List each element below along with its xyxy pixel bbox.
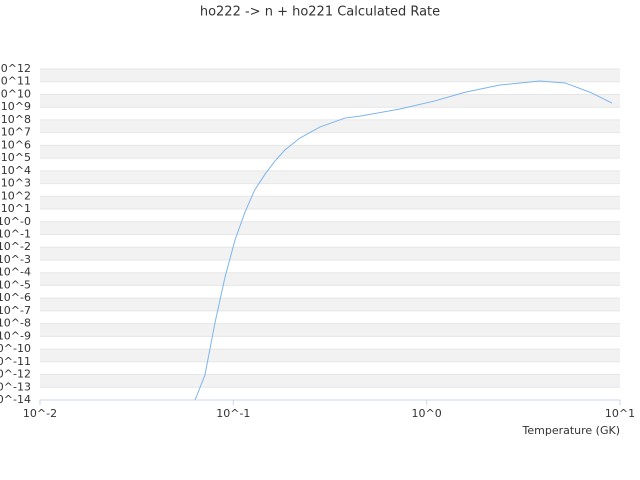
y-tick-label: 10^1 — [1, 202, 31, 215]
grid-band — [40, 69, 620, 82]
grid-band — [40, 298, 620, 311]
grid-band — [40, 374, 620, 388]
grid-band — [40, 196, 620, 210]
data-line — [194, 80, 613, 401]
y-tick-label: 10^-5 — [0, 278, 31, 291]
x-tick-label: 10^0 — [412, 407, 442, 420]
y-tick-label: 10^-4 — [0, 266, 31, 279]
y-tick-label: 10^-0 — [0, 215, 31, 228]
y-tick-label: 10^-10 — [0, 342, 31, 355]
grid-band — [40, 323, 620, 337]
y-tick-label: 10^-3 — [0, 253, 31, 266]
grid-band — [40, 349, 620, 362]
grid-band — [40, 272, 620, 286]
y-tick-label: 10^-7 — [0, 304, 31, 317]
y-tick-label: 10^-1 — [0, 228, 31, 241]
x-axis-label: Temperature (GK) — [522, 424, 621, 437]
y-tick-label: 10^4 — [1, 164, 31, 177]
y-tick-label: 10^2 — [1, 189, 31, 202]
grid-band — [40, 221, 620, 235]
y-tick-label: 10^11 — [0, 75, 31, 88]
y-tick-label: 10^6 — [1, 138, 31, 151]
y-tick-label: 10^9 — [1, 100, 31, 113]
y-tick-label: 10^10 — [0, 87, 31, 100]
grid-band — [40, 94, 620, 108]
y-tick-label: 10^5 — [1, 151, 31, 164]
y-tick-label: 10^-9 — [0, 329, 31, 342]
y-tick-label: 10^-12 — [0, 368, 31, 381]
y-tick-label: 10^3 — [1, 177, 31, 190]
y-tick-label: 10^-8 — [0, 317, 31, 330]
grid-band — [40, 170, 620, 184]
chart-title: ho222 -> n + ho221 Calculated Rate — [200, 5, 440, 20]
y-tick-label: 10^-2 — [0, 240, 31, 253]
y-tick-label: 10^-14 — [0, 393, 31, 406]
y-tick-label: 10^7 — [1, 126, 31, 139]
y-tick-label: 10^8 — [1, 113, 31, 126]
x-tick-label: 10^-1 — [216, 407, 250, 420]
grid-band — [40, 145, 620, 159]
y-tick-label: 10^-6 — [0, 291, 31, 304]
x-tick-label: 10^1 — [605, 407, 635, 420]
grid-band — [40, 247, 620, 260]
grid-band — [40, 119, 620, 133]
y-tick-label: 10^12 — [0, 62, 31, 75]
x-tick-label: 10^-2 — [23, 407, 57, 420]
y-tick-label: 10^-11 — [0, 355, 31, 368]
y-tick-label: 10^-13 — [0, 380, 31, 393]
